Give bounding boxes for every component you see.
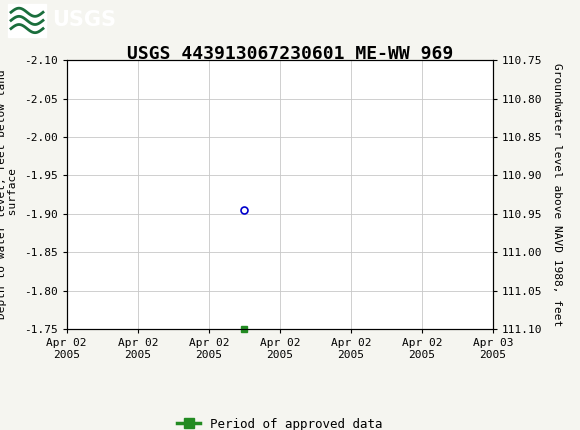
Text: USGS: USGS [52, 10, 116, 31]
Y-axis label: Depth to water level, feet below land
 surface: Depth to water level, feet below land su… [0, 70, 19, 319]
Y-axis label: Groundwater level above NAVD 1988, feet: Groundwater level above NAVD 1988, feet [552, 63, 562, 326]
Text: USGS 443913067230601 ME-WW 969: USGS 443913067230601 ME-WW 969 [127, 45, 453, 63]
Bar [8, 4, 46, 37]
Legend: Period of approved data: Period of approved data [172, 412, 387, 430]
